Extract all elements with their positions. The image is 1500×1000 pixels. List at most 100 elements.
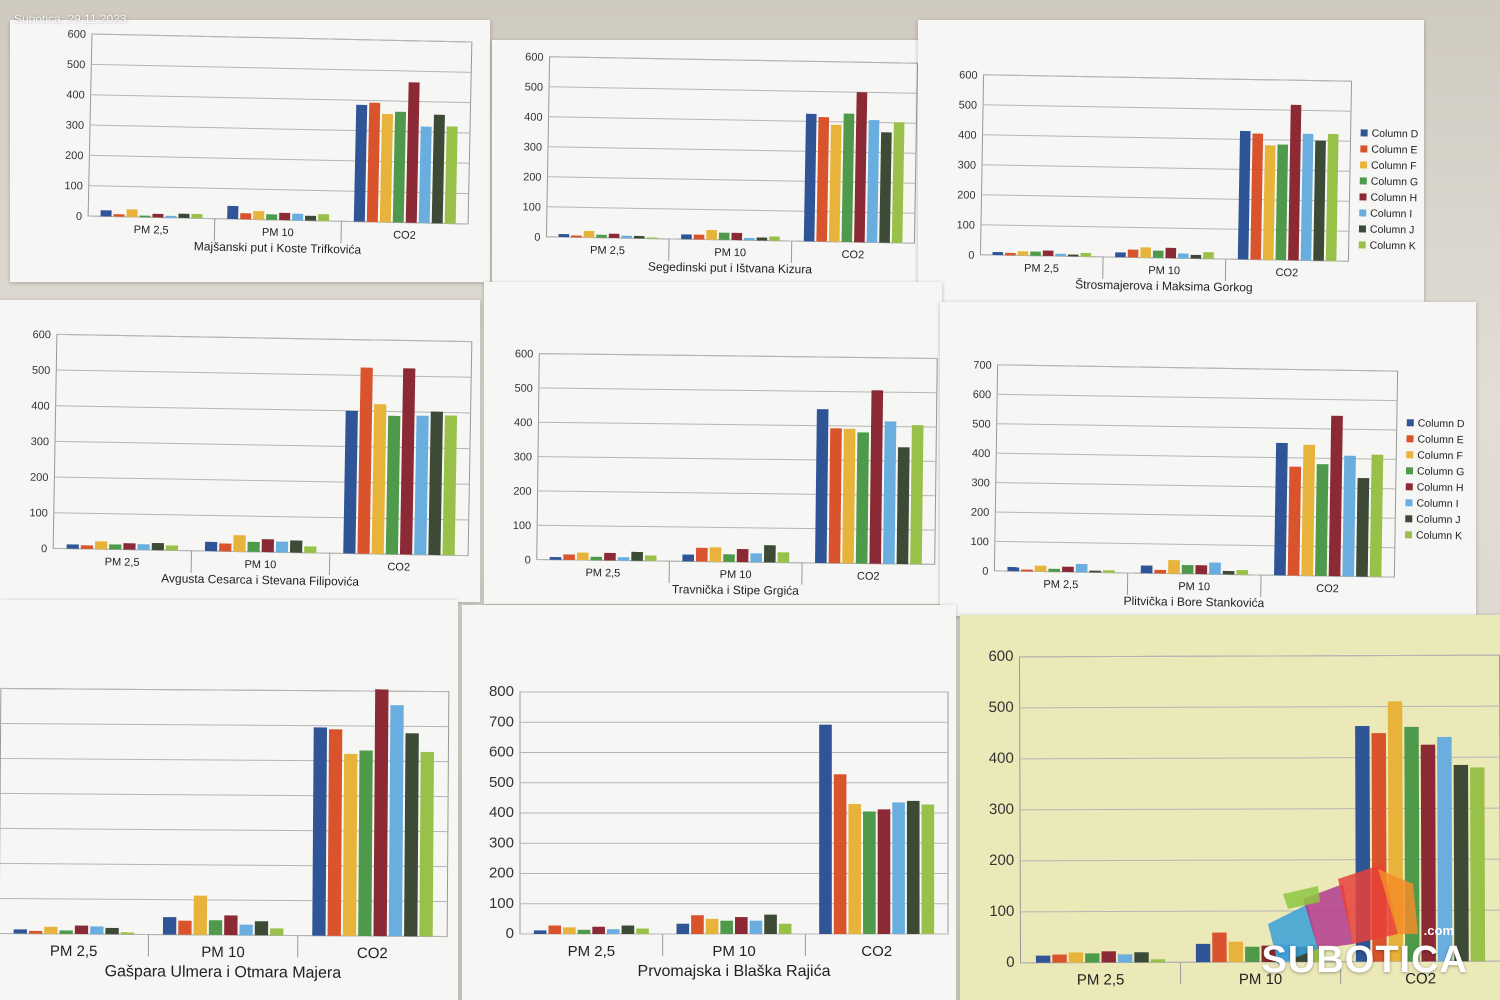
bar: [1140, 247, 1152, 258]
legend-swatch: [1405, 483, 1413, 491]
bar: [193, 895, 208, 935]
bar: [1168, 560, 1180, 574]
bar: [617, 557, 630, 561]
gridline: [0, 932, 448, 938]
bar-chart: 0 100 200 300 400 500 600 PM 2,5 PM 10 CO2 Štrosma…: [957, 69, 1419, 294]
bar: [906, 800, 920, 934]
y-tick-label: 100: [957, 219, 976, 231]
bar: [1470, 767, 1486, 962]
legend-label: Column J: [1416, 513, 1461, 526]
bar-chart: 0 100 200 300 400 500 600 700 PM 2,5 PM 10 CO2 Plit…: [970, 359, 1465, 610]
gridline: [983, 104, 1352, 112]
gridline: [54, 476, 470, 485]
bar: [1085, 953, 1100, 963]
bar: [270, 928, 284, 936]
legend-swatch: [1360, 129, 1368, 137]
legend-swatch: [1405, 499, 1413, 507]
bar: [803, 113, 817, 242]
y-tick-label: 100: [489, 895, 514, 912]
bar: [44, 926, 58, 934]
bar: [1067, 254, 1079, 257]
y-tick-label: 600: [988, 648, 1013, 665]
bar: [863, 811, 876, 934]
legend-swatch: [1405, 515, 1413, 523]
bar: [419, 751, 434, 937]
y-tick-label: 600: [67, 29, 86, 41]
bar: [151, 542, 164, 551]
x-category-label: PM 10: [1178, 581, 1210, 593]
x-category-label: PM 2,5: [590, 245, 625, 258]
bar: [275, 541, 289, 553]
bar: [1165, 247, 1177, 259]
bar: [428, 411, 443, 556]
bar: [571, 235, 582, 238]
bar: [778, 923, 792, 934]
bar: [327, 729, 343, 936]
bar: [756, 237, 768, 241]
gridline: [994, 570, 1395, 578]
y-tick-label: 200: [65, 150, 84, 162]
gridline: [995, 482, 1396, 490]
y-tick-label: 200: [971, 507, 990, 519]
y-tick-label: 300: [524, 141, 543, 153]
y-tick-label: 400: [972, 448, 991, 460]
bar: [1117, 954, 1133, 963]
x-category-label: CO2: [1316, 583, 1339, 595]
bar: [815, 409, 829, 564]
x-category-label: PM 10: [712, 943, 755, 960]
legend-label: Column D: [1418, 417, 1465, 430]
bar: [855, 432, 870, 564]
bar: [279, 212, 291, 221]
bar: [305, 215, 317, 221]
bar: [312, 727, 328, 936]
legend-label: Column H: [1417, 481, 1464, 494]
y-tick-label: 600: [973, 389, 992, 401]
bar: [548, 925, 562, 934]
gridline: [0, 792, 449, 798]
bar: [1021, 569, 1033, 572]
chart-title: Majšanski put i Koste Trifkovića: [194, 239, 362, 257]
bar: [165, 545, 179, 551]
bar: [444, 126, 458, 224]
gridline: [56, 333, 472, 343]
gridline: [55, 440, 470, 450]
legend-label: Column I: [1416, 497, 1458, 510]
bar-chart: 0 100 200 300 400 500 600 PM 2,5 PM 10 CO2 Majšans…: [64, 29, 473, 257]
bar: [1101, 951, 1116, 963]
bar: [744, 237, 755, 241]
gridline: [997, 393, 1398, 402]
gridline: [982, 134, 1351, 142]
y-tick-label: 0: [41, 543, 47, 555]
legend-label: Column G: [1417, 465, 1464, 478]
bar: [1203, 252, 1214, 259]
bar: [1437, 736, 1453, 962]
bar: [304, 546, 317, 553]
chart-title: Plitvička i Bore Stankovića: [1123, 594, 1264, 610]
bar: [563, 927, 576, 934]
bar-chart: PM 2,5 PM 10 CO2 Gašpara Ulmera i Otmara Ma…: [0, 687, 450, 982]
bar: [1017, 251, 1029, 256]
bar: [896, 447, 910, 565]
gridline: [55, 405, 471, 414]
chart-sheet: 0 100 200 300 400 500 600 PM 2,5 PM 10 CO2 Segedin…: [492, 40, 922, 292]
legend-label: Column J: [1370, 224, 1415, 237]
y-tick-label: 800: [489, 683, 514, 700]
bar: [1313, 140, 1326, 261]
bar: [1005, 252, 1016, 256]
y-tick-label: 100: [523, 201, 542, 213]
bar: [723, 554, 735, 562]
gridline: [981, 194, 1350, 202]
watermark-text: SUBOTICA: [1261, 939, 1468, 981]
gridline: [0, 827, 448, 833]
y-tick-label: 600: [489, 744, 514, 761]
x-category-label: PM 10: [201, 944, 244, 961]
y-tick-label: 0: [506, 925, 514, 942]
bar: [819, 724, 832, 934]
gridline: [0, 687, 449, 693]
chart-sheet: PM 2,5 PM 10 CO2 Gašpara Ulmera i Otmara Ma…: [0, 600, 458, 1000]
bar: [1209, 562, 1221, 575]
chart-title: Štrosmajerova i Maksima Gorkog: [1075, 276, 1253, 294]
bar: [621, 235, 632, 239]
bar: [1275, 144, 1289, 261]
x-category-label: PM 2,5: [568, 943, 616, 960]
